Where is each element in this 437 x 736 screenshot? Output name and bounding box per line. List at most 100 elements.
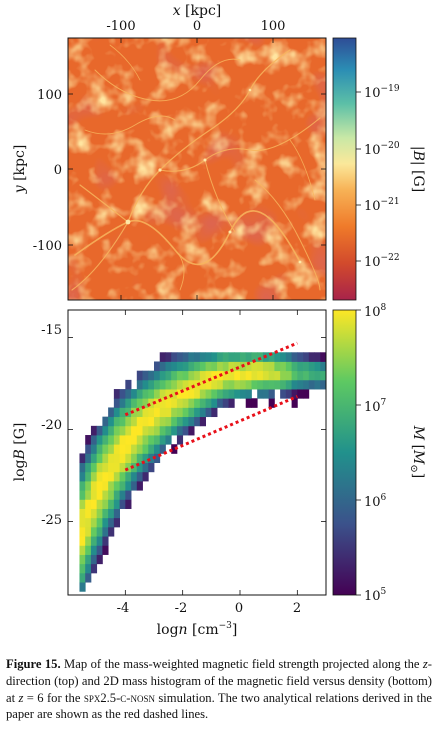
histogram-cell xyxy=(257,370,264,381)
histogram-cell xyxy=(165,398,172,408)
histogram-cell xyxy=(182,361,189,372)
histogram-cell xyxy=(125,490,132,500)
caption-text: -direction (top) and 2D mass histogram o… xyxy=(6,657,432,705)
histogram-cell xyxy=(102,536,109,546)
histogram-cell xyxy=(131,389,138,399)
histogram-cell xyxy=(108,499,115,509)
histogram-cell xyxy=(314,352,321,362)
histogram-cell xyxy=(142,462,149,473)
histogram-cell xyxy=(148,389,155,399)
histogram-cell xyxy=(96,444,103,454)
histogram-cell xyxy=(136,398,143,408)
histogram-cell xyxy=(102,435,109,445)
histogram-cell xyxy=(176,435,184,445)
histogram-cell xyxy=(297,370,304,381)
histogram-cell xyxy=(182,370,189,381)
histogram-cell xyxy=(154,398,161,408)
histogram-cell xyxy=(113,481,120,491)
histogram-cell xyxy=(188,352,195,362)
histogram-cell xyxy=(108,508,115,519)
histogram-cell xyxy=(176,370,184,381)
histogram-cells xyxy=(79,352,327,592)
histogram-cell xyxy=(85,554,92,565)
histogram-cell xyxy=(182,352,189,362)
histogram-cell xyxy=(102,508,109,519)
histogram-cell xyxy=(119,481,126,491)
histogram-cell xyxy=(113,444,120,454)
histogram-cell xyxy=(131,453,138,464)
histogram-cell xyxy=(303,370,310,381)
histogram-panel: -4 -2 0 2 logn [cm−3] -15 -20 -25 logB [… xyxy=(12,303,426,638)
histogram-cell xyxy=(142,453,149,464)
histogram-cell xyxy=(291,370,298,381)
histogram-cell xyxy=(85,563,92,574)
histogram-cell xyxy=(108,444,115,454)
histogram-cell xyxy=(136,379,143,390)
histogram-cell xyxy=(85,444,92,454)
top-map-ticks xyxy=(68,38,326,300)
histogram-cell xyxy=(199,398,206,408)
histogram-cell xyxy=(308,352,315,362)
histogram-cell xyxy=(176,398,184,408)
histogram-cell xyxy=(79,582,86,592)
histogram-cell xyxy=(85,481,92,491)
histogram-cell xyxy=(211,389,218,399)
histogram-cell xyxy=(96,554,103,565)
histogram-cell xyxy=(199,389,206,399)
histogram-cell xyxy=(159,444,166,454)
histogram-cell xyxy=(125,398,132,408)
histogram-cell xyxy=(251,352,258,362)
histogram-cell xyxy=(154,361,161,372)
histogram-cell xyxy=(131,425,138,436)
histogram-cell xyxy=(131,407,138,418)
histogram-cell xyxy=(154,444,161,454)
histogram-cell xyxy=(320,379,327,390)
histogram-cell xyxy=(303,352,310,362)
histogram-cell xyxy=(148,462,155,473)
histogram-cell xyxy=(136,481,143,491)
histogram-cell xyxy=(199,407,206,418)
histogram-cell xyxy=(285,389,292,399)
histogram-cell xyxy=(165,435,172,445)
histogram-cell xyxy=(154,389,161,399)
figure: x [kpc] -100 0 100 xyxy=(12,3,426,638)
histogram-cell xyxy=(205,407,212,418)
histogram-cell xyxy=(154,407,161,418)
histogram-cell xyxy=(136,425,143,436)
histogram-cell xyxy=(125,379,132,390)
histogram-cell xyxy=(205,389,212,399)
histogram-colorbar-tick-label: 107 xyxy=(364,398,387,415)
histogram-cell xyxy=(245,398,252,408)
histogram-cell xyxy=(90,462,98,473)
histogram-cell xyxy=(79,536,86,546)
top-colorbar-tick-label: 10−20 xyxy=(364,141,400,158)
histogram-cell xyxy=(142,471,149,482)
histogram-cell xyxy=(85,462,92,473)
histogram-cell xyxy=(171,389,178,399)
filament-network xyxy=(71,44,321,291)
histogram-cell xyxy=(228,389,235,399)
histogram-cell xyxy=(176,361,184,372)
histogram-cell xyxy=(142,435,149,445)
histogram-cell xyxy=(119,398,126,408)
histogram-cell xyxy=(79,471,86,482)
histogram-cell xyxy=(90,563,98,574)
histogram-cell xyxy=(245,361,252,372)
histogram-cell xyxy=(85,517,92,528)
top-colorbar-label: |B| [G] xyxy=(410,146,426,192)
histogram-cell xyxy=(108,435,115,445)
histogram-colorbar-tick-label: 108 xyxy=(364,303,387,320)
histogram-cell xyxy=(125,481,132,491)
histogram-cell xyxy=(228,361,235,372)
histogram-cell xyxy=(136,462,143,473)
histogram-cell xyxy=(102,462,109,473)
top-y-tick-label: -100 xyxy=(33,239,62,254)
histogram-cell xyxy=(142,379,149,390)
histogram-cell xyxy=(113,471,120,482)
histogram-cell xyxy=(90,554,98,565)
histogram-cell xyxy=(217,379,224,390)
histogram-cell xyxy=(291,398,298,408)
histogram-y-axis-label: logB [G] xyxy=(12,423,28,482)
histogram-cell xyxy=(297,352,304,362)
histogram-cell xyxy=(119,471,126,482)
